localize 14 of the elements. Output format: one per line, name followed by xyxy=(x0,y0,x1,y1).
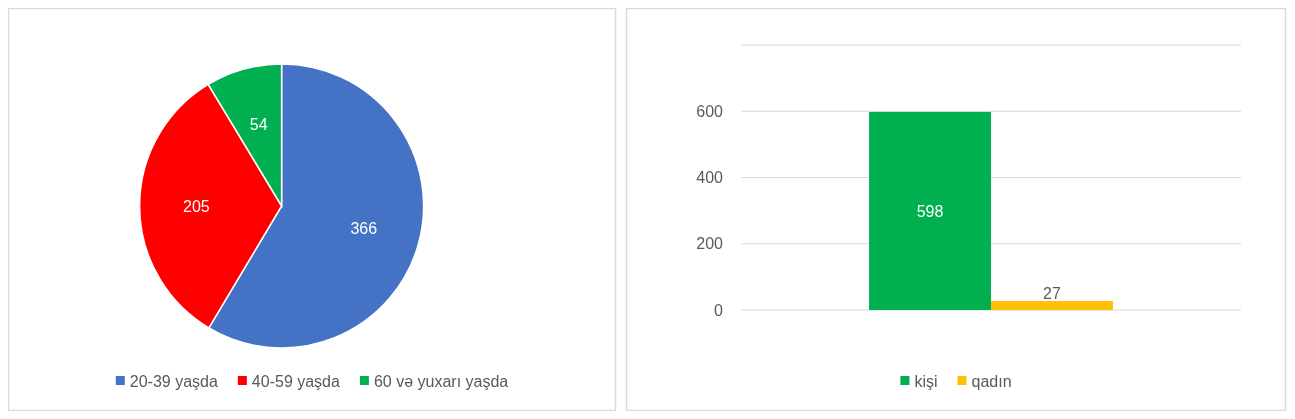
data-label: 205 xyxy=(183,197,210,215)
data-label: 54 xyxy=(249,115,268,133)
data-label: 27 xyxy=(1043,284,1061,302)
y-tick-label: 200 xyxy=(696,235,724,253)
legend-label: 60 və yuxarı yaşda xyxy=(373,372,509,390)
legend-label: qadın xyxy=(971,372,1012,390)
y-tick-label: 0 xyxy=(714,301,724,319)
legend-label: kişi xyxy=(914,372,938,390)
legend-label: 40-59 yaşda xyxy=(251,372,341,390)
data-label: 598 xyxy=(916,202,944,220)
y-tick-label: 400 xyxy=(696,169,724,187)
data-label: 366 xyxy=(350,220,378,238)
legend-label: 20-39 yaşda xyxy=(129,372,218,390)
y-tick-label: 600 xyxy=(696,102,724,120)
